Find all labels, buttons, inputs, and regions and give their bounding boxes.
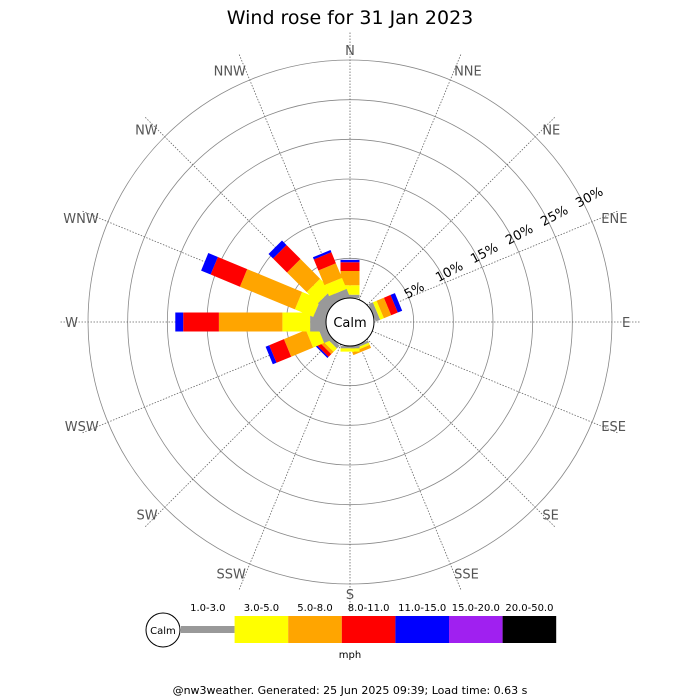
bar-nnw-bin-3 <box>313 252 336 271</box>
legend-swatch-0 <box>181 626 235 633</box>
footer-text: @nw3weather. Generated: 25 Jun 2025 09:3… <box>173 684 528 697</box>
bar-w-bin-3 <box>183 312 219 332</box>
bar-nw-bin-4 <box>268 240 287 259</box>
direction-label-nne: NNE <box>454 65 482 80</box>
legend-swatch-3 <box>341 616 396 643</box>
legend-label-5: 15.0-20.0 <box>452 603 500 614</box>
spoke-wsw <box>81 330 328 434</box>
ring-labels: 5%10%15%20%25%30% <box>402 184 606 302</box>
bar-wsw-bin-4 <box>265 345 277 365</box>
bar-ene-bin-4 <box>390 293 403 313</box>
spoke-sse <box>358 344 462 591</box>
legend-swatch-6 <box>502 616 557 643</box>
bar-wnw-bin-4 <box>201 253 218 275</box>
spoke-ne <box>366 116 556 306</box>
grid-ring-20 <box>166 138 534 506</box>
direction-label-nnw: NNW <box>214 65 246 80</box>
spoke-ene <box>372 210 619 314</box>
direction-label-ene: ENE <box>601 212 627 227</box>
direction-label-w: W <box>65 316 78 331</box>
spoke-nw <box>144 116 334 306</box>
legend-label-2: 5.0-8.0 <box>297 603 332 614</box>
ring-label-30: 30% <box>573 184 606 211</box>
direction-label-nw: NW <box>135 124 158 139</box>
bar-w-bin-4 <box>175 312 184 332</box>
direction-label-wsw: WSW <box>65 420 99 435</box>
bar-w-bin-1 <box>282 312 311 332</box>
bar-ene-bin-1 <box>372 300 384 320</box>
spoke-sw <box>144 338 334 528</box>
direction-label-se: SE <box>542 508 558 523</box>
bar-sse-bin-2 <box>352 344 371 356</box>
spoke-nnw <box>238 53 342 300</box>
bar-ene-bin-3 <box>383 294 398 316</box>
legend-unit-label: mph <box>339 650 361 661</box>
direction-label-sse: SSE <box>454 567 479 582</box>
spoke-nne <box>358 53 462 300</box>
bar-nnw-bin-2 <box>318 263 342 286</box>
bar-nnw-bin-1 <box>324 277 347 297</box>
bar-wsw-bin-3 <box>269 339 292 363</box>
bar-nnw-bin-0 <box>329 288 350 304</box>
spoke-ssw <box>238 344 342 591</box>
bar-s-bin-0 <box>340 346 360 349</box>
legend-swatch-4 <box>395 616 449 643</box>
spoke-ese <box>372 330 619 434</box>
wind-bars <box>175 240 403 365</box>
bar-w-bin-2 <box>218 312 283 332</box>
bar-n-bin-3 <box>340 262 360 271</box>
legend-label-3: 8.0-11.0 <box>348 603 390 614</box>
bar-wnw-bin-3 <box>210 257 248 287</box>
bar-wnw-bin-2 <box>239 269 303 310</box>
legend-swatch-1 <box>234 616 289 643</box>
ring-label-20: 20% <box>503 222 536 249</box>
bar-ene-bin-0 <box>368 302 381 322</box>
bar-nnw-bin-4 <box>312 250 332 260</box>
calm-label: Calm <box>333 316 366 331</box>
ring-label-10: 10% <box>433 259 466 286</box>
legend-calm-circle <box>145 612 181 648</box>
direction-label-ssw: SSW <box>217 567 247 582</box>
direction-label-ese: ESE <box>601 420 626 435</box>
legend-label-4: 11.0-15.0 <box>398 603 446 614</box>
legend-calm-label: Calm <box>150 626 176 637</box>
bar-n-bin-2 <box>340 271 360 286</box>
calm-center: Calm <box>325 297 375 347</box>
speed-legend: Calm 1.0-3.0 3.0-5.0 5.0-8.0 8.0-11.0 11.0-1… <box>145 603 557 661</box>
direction-label-s: S <box>346 588 354 603</box>
direction-label-ne: NE <box>542 124 560 139</box>
direction-label-n: N <box>345 44 355 59</box>
legend-label-1: 3.0-5.0 <box>244 603 279 614</box>
chart-title: Wind rose for 31 Jan 2023 <box>227 7 474 29</box>
bar-nw-bin-2 <box>287 259 321 293</box>
legend-label-6: 20.0-50.0 <box>505 603 553 614</box>
direction-label-wnw: WNW <box>63 212 99 227</box>
bar-sw-bin-4 <box>314 343 329 358</box>
bar-nw-bin-3 <box>273 245 301 273</box>
legend-swatch-2 <box>288 616 342 643</box>
bar-n-bin-4 <box>340 259 360 263</box>
direction-label-e: E <box>622 316 630 331</box>
legend-label-0: 1.0-3.0 <box>190 603 225 614</box>
ring-label-25: 25% <box>538 203 571 230</box>
direction-label-sw: SW <box>137 508 158 523</box>
legend-swatch-5 <box>449 616 503 643</box>
direction-labels: N NNE NE ENE E ESE SE SSE S SSW SW WSW W WNW NW NNW <box>63 44 630 603</box>
bar-ene-bin-2 <box>376 297 392 319</box>
calm-circle <box>325 297 375 347</box>
spoke-se <box>366 338 556 528</box>
bar-wsw-bin-2 <box>283 330 314 357</box>
ring-label-15: 15% <box>468 240 501 267</box>
bar-s-bin-1 <box>340 348 360 352</box>
